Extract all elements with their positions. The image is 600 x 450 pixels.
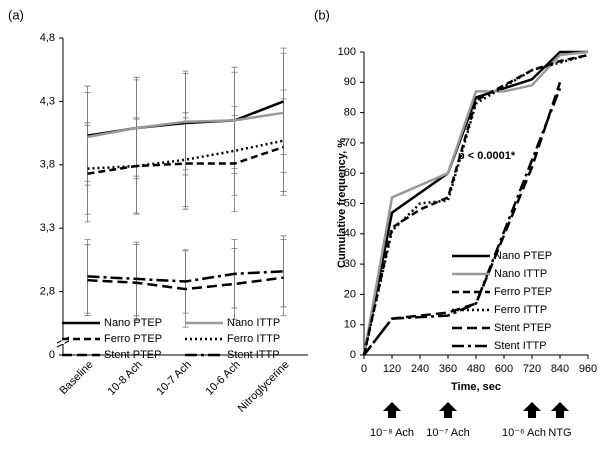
x-tick-label: 720 [523,363,541,375]
x-tick-label: 240 [411,363,429,375]
series-line [363,87,562,356]
legend-label: Nano PTEP [494,250,552,262]
legend-label: Ferro ITTP [227,333,280,345]
panel-label: (a) [8,7,24,22]
series-line [363,81,562,356]
axis-break-gap [61,339,65,344]
y-tick-label: 3,3 [40,222,55,234]
y-tick-label: 30 [344,258,356,270]
y-tick-label: 80 [344,107,356,119]
annotation: p < 0.0001* [458,150,516,162]
panel-label: (b) [314,7,330,22]
x-tick-label: 480 [467,363,485,375]
x-axis-title: Time, sec [451,381,501,393]
stimulus-arrow [439,402,457,418]
arrow-label: NTG [548,427,571,439]
series-line [87,111,284,139]
legend-label: Stent ITTP [494,340,547,352]
x-tick-label: 360 [439,363,457,375]
x-tick-label: Baseline [57,359,95,397]
legend-label: Ferro PTEP [494,286,552,298]
x-tick-label: 960 [579,363,597,375]
legend-label: Stent PTEP [104,349,161,361]
x-tick-label: 10-6 Ach [203,359,242,398]
x-tick-label: 840 [551,363,569,375]
y-tick-label: 4,8 [40,32,55,44]
arrow-label: 10⁻⁷ Ach [426,427,469,439]
error-bar [280,235,287,308]
x-tick-label: 10-7 Ach [154,359,193,398]
y-tick-label: 70 [344,137,356,149]
arrow-label: 10⁻⁶ Ach [502,427,546,439]
stimulus-arrow [551,402,569,418]
y-tick-label: 0 [49,349,55,361]
series-line [362,50,588,356]
legend-label: Nano ITTP [227,317,280,329]
y-tick-label: 90 [344,76,356,88]
y-tick-label: 50 [344,197,356,209]
y-tick-label: 4,3 [40,95,55,107]
series-line [87,270,284,283]
y-tick-label: 40 [344,228,356,240]
y-tick-label: 60 [344,167,356,179]
legend-label: Stent ITTP [227,349,280,361]
x-tick-label: Nitroglycerine [236,359,292,415]
error-bar [280,89,287,192]
legend-label: Nano ITTP [494,268,547,280]
series-line [362,50,589,356]
x-tick-label: 600 [495,363,513,375]
x-tick-label: 0 [361,363,367,375]
series-line [87,276,284,291]
y-tick-label: 100 [338,46,356,58]
y-tick-label: 3,8 [40,159,55,171]
series-line [87,145,284,175]
series-line [362,53,589,356]
legend-label: Ferro PTEP [104,333,162,345]
legend-label: Ferro ITTP [494,304,547,316]
x-tick-label: 120 [383,363,401,375]
y-axis-title: Cumulative frequency, % [336,138,348,268]
stimulus-arrow [383,402,401,418]
error-bar [182,112,189,208]
y-tick-label: 0 [350,349,356,361]
y-tick-label: 2,8 [40,286,55,298]
y-tick-label: 20 [344,288,356,300]
x-tick-label: 10-8 Ach [105,359,144,398]
stimulus-arrow [523,402,541,418]
legend-label: Stent PTEP [494,322,551,334]
legend-label: Nano PTEP [104,317,162,329]
series-line [362,53,589,356]
arrow-label: 10⁻⁸ Ach [370,427,414,439]
y-tick-label: 10 [344,319,356,331]
